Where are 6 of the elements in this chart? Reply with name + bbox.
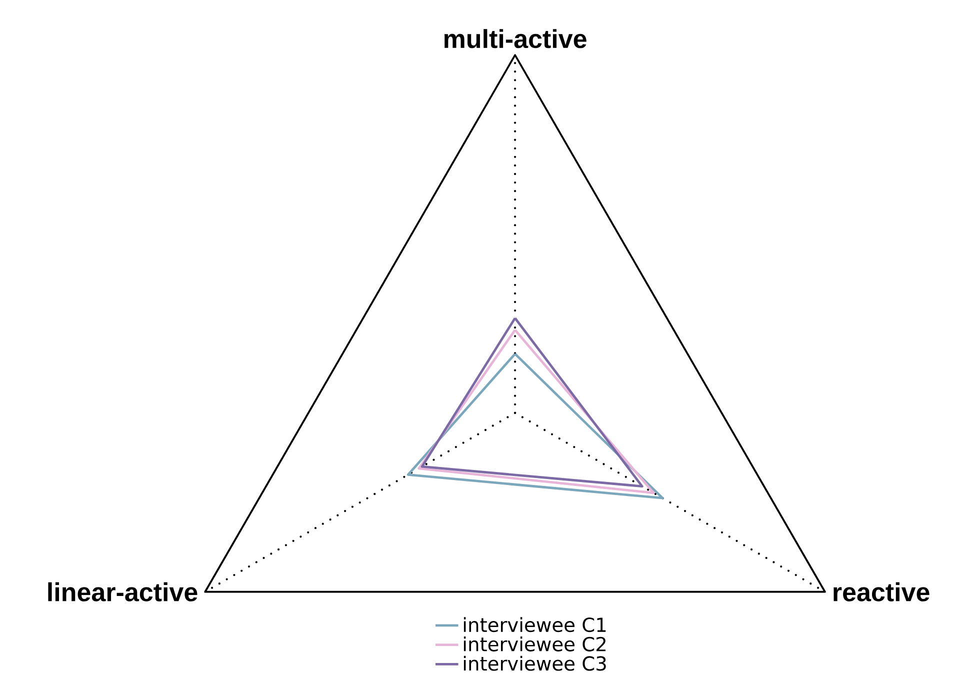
legend-label: interviewee C3: [464, 656, 606, 671]
spoke-label: reactive: [834, 582, 930, 602]
spoke-label: multi-active: [444, 29, 586, 48]
spoke-label: linear-active: [48, 582, 198, 602]
legend-label: interviewee C1: [464, 617, 606, 632]
legend-label: interviewee C2: [464, 636, 606, 652]
